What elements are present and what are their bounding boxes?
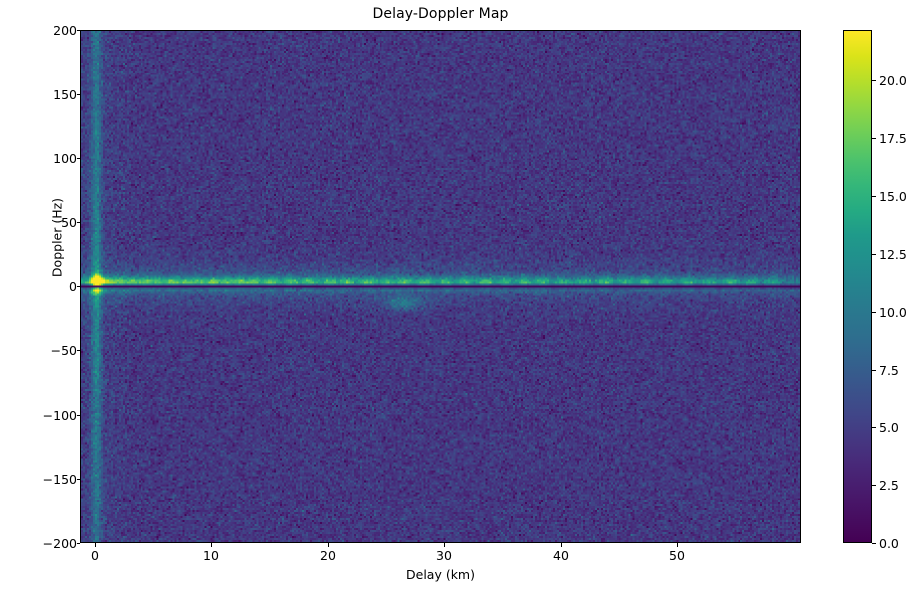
colorbar-tick-label: 17.5 — [879, 131, 907, 146]
delay-doppler-heatmap[interactable] — [80, 30, 801, 543]
y-tick-label: 50 — [61, 215, 77, 230]
y-tick-label: 100 — [53, 151, 77, 166]
y-axis-label: Doppler (Hz) — [49, 197, 65, 278]
colorbar-tick-mark — [872, 427, 876, 428]
y-tick-mark — [76, 415, 80, 416]
y-tick-label: 200 — [53, 23, 77, 38]
chart-title: Delay-Doppler Map — [372, 6, 509, 22]
colorbar-tick-label: 12.5 — [879, 247, 907, 262]
y-tick-mark — [76, 479, 80, 480]
x-tick-label: 50 — [669, 548, 685, 563]
colorbar-tick-label: 7.5 — [879, 363, 899, 378]
x-tick-label: 30 — [436, 548, 452, 563]
x-tick-label: 20 — [320, 548, 336, 563]
colorbar-tick-label: 10.0 — [879, 305, 907, 320]
x-tick-label: 40 — [553, 548, 569, 563]
x-tick-label: 0 — [91, 548, 99, 563]
y-tick-mark — [76, 286, 80, 287]
y-tick-label: −150 — [42, 472, 77, 487]
colorbar-tick-label: 5.0 — [879, 420, 899, 435]
x-axis-label: Delay (km) — [406, 567, 475, 582]
y-tick-mark — [76, 543, 80, 544]
x-tick-mark — [211, 543, 212, 547]
colorbar-tick-label: 2.5 — [879, 478, 899, 493]
colorbar-tick-mark — [872, 196, 876, 197]
colorbar-tick-mark — [872, 254, 876, 255]
y-tick-mark — [76, 94, 80, 95]
y-tick-label: −200 — [42, 536, 77, 551]
y-tick-label: 0 — [69, 279, 77, 294]
heatmap-image — [81, 31, 800, 542]
x-tick-mark — [561, 543, 562, 547]
x-tick-label: 10 — [203, 548, 219, 563]
y-tick-label: −100 — [42, 408, 77, 423]
colorbar-tick-mark — [872, 312, 876, 313]
colorbar-tick-label: 0.0 — [879, 536, 899, 551]
y-tick-mark — [76, 30, 80, 31]
y-tick-label: 150 — [53, 87, 77, 102]
x-tick-mark — [444, 543, 445, 547]
colorbar-tick-mark — [872, 138, 876, 139]
colorbar-tick-mark — [872, 485, 876, 486]
colorbar-tick-mark — [872, 370, 876, 371]
colorbar-tick-mark — [872, 543, 876, 544]
y-tick-mark — [76, 222, 80, 223]
y-tick-mark — [76, 158, 80, 159]
y-tick-label: −50 — [50, 343, 77, 358]
x-tick-mark — [328, 543, 329, 547]
y-tick-mark — [76, 350, 80, 351]
colorbar[interactable] — [843, 30, 872, 543]
colorbar-tick-label: 20.0 — [879, 73, 907, 88]
x-tick-mark — [677, 543, 678, 547]
x-tick-mark — [95, 543, 96, 547]
colorbar-tick-mark — [872, 80, 876, 81]
colorbar-tick-label: 15.0 — [879, 189, 907, 204]
